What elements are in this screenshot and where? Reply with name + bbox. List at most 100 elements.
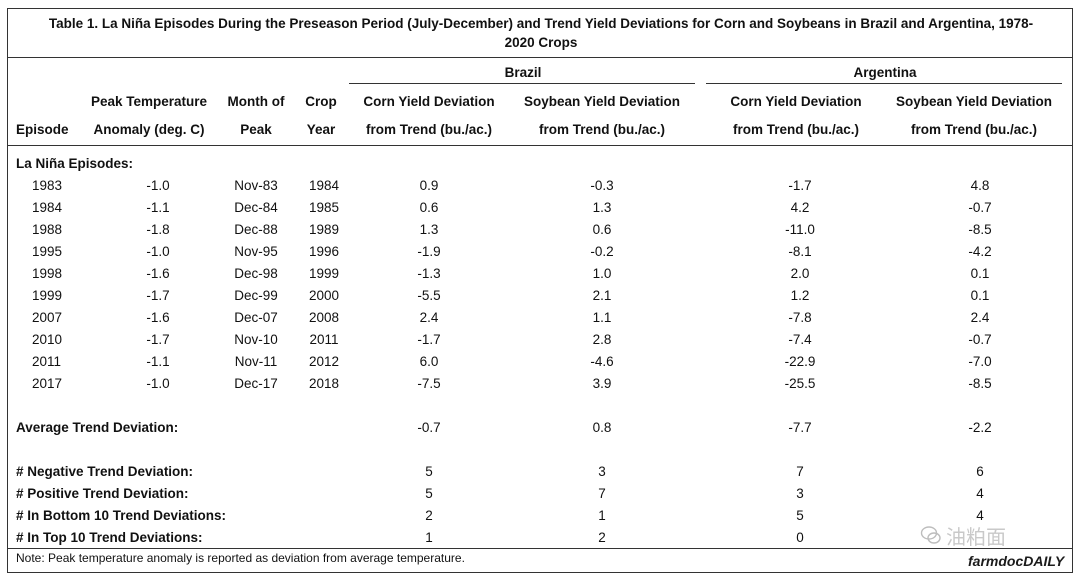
header-crop-1: Crop [305, 94, 337, 109]
cell-episode: 1998 [32, 266, 63, 281]
header-ar-corn-2: from Trend (bu./ac.) [732, 122, 860, 137]
header-episode: Episode [16, 122, 69, 137]
cell-episode: 2017 [32, 376, 63, 391]
table-note: Note: Peak temperature anomaly is report… [16, 551, 465, 565]
cell-br-corn: 0.9 [419, 178, 439, 193]
cell-ar-soy: 2.4 [970, 310, 990, 325]
count-ar-corn: 7 [796, 464, 804, 479]
cell-br-soy: 2.8 [592, 332, 612, 347]
cell-anomaly: -1.6 [146, 266, 170, 281]
cell-br-soy: 0.6 [592, 222, 612, 237]
cell-month: Dec-88 [234, 222, 278, 237]
count-ar-soy: 4 [976, 508, 984, 523]
footer-divider [8, 548, 1072, 549]
cell-ar-soy: -8.5 [968, 376, 992, 391]
cell-anomaly: -1.0 [146, 178, 170, 193]
count-br-corn: 5 [425, 464, 433, 479]
cell-ar-soy: 4.8 [970, 178, 990, 193]
wechat-icon [920, 526, 941, 544]
cell-anomaly: -1.1 [146, 200, 170, 215]
cell-br-soy: 2.1 [592, 288, 612, 303]
cell-ar-soy: -7.0 [968, 354, 992, 369]
cell-br-soy: -0.2 [590, 244, 614, 259]
count-br-soy: 1 [598, 508, 606, 523]
cell-ar-soy: -0.7 [968, 200, 992, 215]
cell-month: Nov-83 [234, 178, 278, 193]
table-title-line-1: Table 1. La Niña Episodes During the Pre… [48, 16, 1034, 31]
cell-ar-corn: -7.8 [788, 310, 812, 325]
cell-br-soy: 1.0 [592, 266, 612, 281]
watermark-text: 油粕面 [946, 527, 1006, 549]
title-divider [8, 57, 1072, 58]
cell-crop-year: 1999 [308, 266, 340, 281]
count-br-corn: 5 [425, 486, 433, 501]
cell-ar-corn: 2.0 [790, 266, 810, 281]
cell-anomaly: -1.0 [146, 376, 170, 391]
count-br-soy: 2 [598, 530, 606, 545]
cell-ar-soy: -0.7 [968, 332, 992, 347]
cell-ar-soy: 0.1 [970, 266, 990, 281]
cell-month: Dec-17 [234, 376, 278, 391]
cell-crop-year: 2000 [308, 288, 340, 303]
cell-anomaly: -1.6 [146, 310, 170, 325]
count-ar-soy: 4 [976, 486, 984, 501]
cell-br-soy: 1.1 [592, 310, 612, 325]
cell-anomaly: -1.1 [146, 354, 170, 369]
cell-ar-soy: -4.2 [968, 244, 992, 259]
count-label: # In Top 10 Trend Deviations: [16, 530, 203, 545]
cell-crop-year: 1989 [308, 222, 340, 237]
cell-ar-soy: 0.1 [970, 288, 990, 303]
cell-crop-year: 2008 [308, 310, 340, 325]
header-divider [8, 145, 1072, 146]
group-header-argentina: Argentina [853, 65, 917, 80]
cell-month: Nov-95 [234, 244, 278, 259]
average-ar-soy: -2.2 [968, 420, 992, 435]
cell-episode: 1999 [32, 288, 63, 303]
cell-episode: 2007 [32, 310, 63, 325]
cell-episode: 2010 [32, 332, 63, 347]
cell-ar-corn: -1.7 [788, 178, 812, 193]
cell-month: Nov-10 [234, 332, 278, 347]
cell-anomaly: -1.7 [146, 332, 170, 347]
argentina-underline [706, 83, 1062, 84]
cell-episode: 1984 [32, 200, 63, 215]
count-label: # Positive Trend Deviation: [16, 486, 189, 501]
count-label: # In Bottom 10 Trend Deviations: [16, 508, 227, 523]
average-br-soy: 0.8 [592, 420, 612, 435]
average-label: Average Trend Deviation: [16, 420, 179, 435]
cell-month: Dec-84 [234, 200, 278, 215]
cell-crop-year: 1984 [308, 178, 340, 193]
cell-br-corn: 0.6 [419, 200, 439, 215]
cell-crop-year: 1985 [308, 200, 340, 215]
header-month-2: Peak [240, 122, 272, 137]
cell-crop-year: 1996 [308, 244, 340, 259]
cell-episode: 1983 [32, 178, 63, 193]
cell-br-soy: -0.3 [590, 178, 614, 193]
cell-ar-corn: 1.2 [790, 288, 810, 303]
count-ar-soy: 6 [976, 464, 984, 479]
cell-br-corn: 1.3 [419, 222, 439, 237]
cell-ar-corn: -22.9 [784, 354, 816, 369]
header-peak-temp-2: Anomaly (deg. C) [93, 122, 205, 137]
cell-br-corn: -7.5 [417, 376, 441, 391]
cell-month: Nov-11 [234, 354, 278, 369]
cell-br-soy: -4.6 [590, 354, 614, 369]
header-peak-temp-1: Peak Temperature [90, 94, 208, 109]
cell-month: Dec-99 [234, 288, 278, 303]
cell-br-corn: -1.3 [417, 266, 441, 281]
average-ar-corn: -7.7 [788, 420, 812, 435]
cell-br-corn: -5.5 [417, 288, 441, 303]
header-br-soy-2: from Trend (bu./ac.) [538, 122, 666, 137]
count-br-soy: 7 [598, 486, 606, 501]
table-title-line-2: 2020 Crops [504, 35, 578, 50]
cell-br-corn: -1.7 [417, 332, 441, 347]
count-ar-corn: 0 [796, 530, 804, 545]
cell-ar-corn: -8.1 [788, 244, 812, 259]
cell-episode: 1995 [32, 244, 63, 259]
header-ar-soy-1: Soybean Yield Deviation [895, 94, 1053, 109]
group-header-brazil: Brazil [504, 65, 542, 80]
cell-month: Dec-07 [234, 310, 278, 325]
cell-episode: 2011 [32, 354, 62, 369]
count-br-corn: 1 [425, 530, 433, 545]
cell-br-corn: 2.4 [419, 310, 439, 325]
